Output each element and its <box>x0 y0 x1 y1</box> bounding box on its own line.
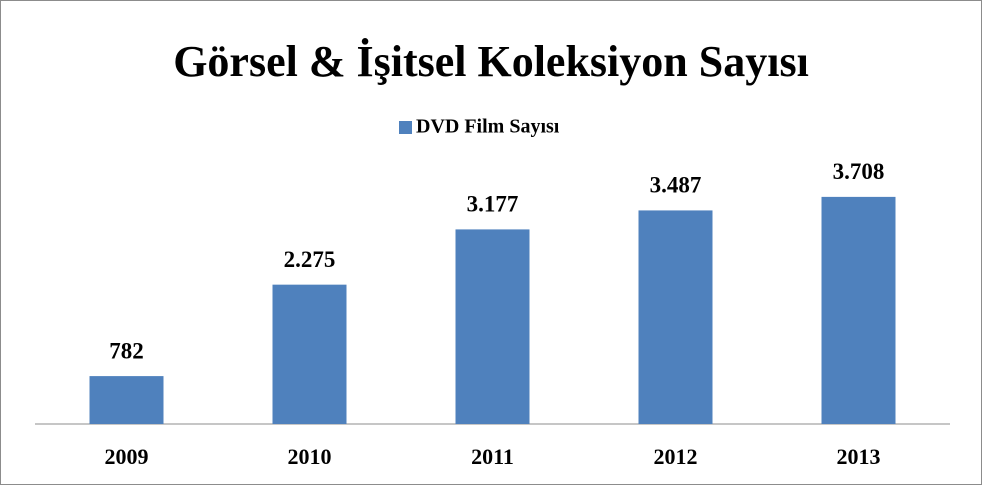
data-label: 2.275 <box>284 247 336 272</box>
bar <box>821 196 896 424</box>
data-label: 782 <box>109 338 144 363</box>
bar <box>638 210 713 424</box>
x-tick-label: 2012 <box>654 444 698 469</box>
x-tick-label: 2010 <box>288 444 332 469</box>
data-label: 3.487 <box>650 173 702 198</box>
bar <box>455 229 530 424</box>
x-tick-label: 2009 <box>105 444 149 469</box>
x-tick-label: 2013 <box>837 444 881 469</box>
bar <box>272 284 347 424</box>
data-label: 3.708 <box>833 159 885 184</box>
legend-swatch <box>399 121 412 134</box>
x-tick-label: 2011 <box>471 444 514 469</box>
legend-label: DVD Film Sayısı <box>416 116 560 138</box>
bar <box>89 376 164 424</box>
data-label: 3.177 <box>467 192 519 217</box>
chart-title: Görsel & İşitsel Koleksiyon Sayısı <box>173 37 809 86</box>
